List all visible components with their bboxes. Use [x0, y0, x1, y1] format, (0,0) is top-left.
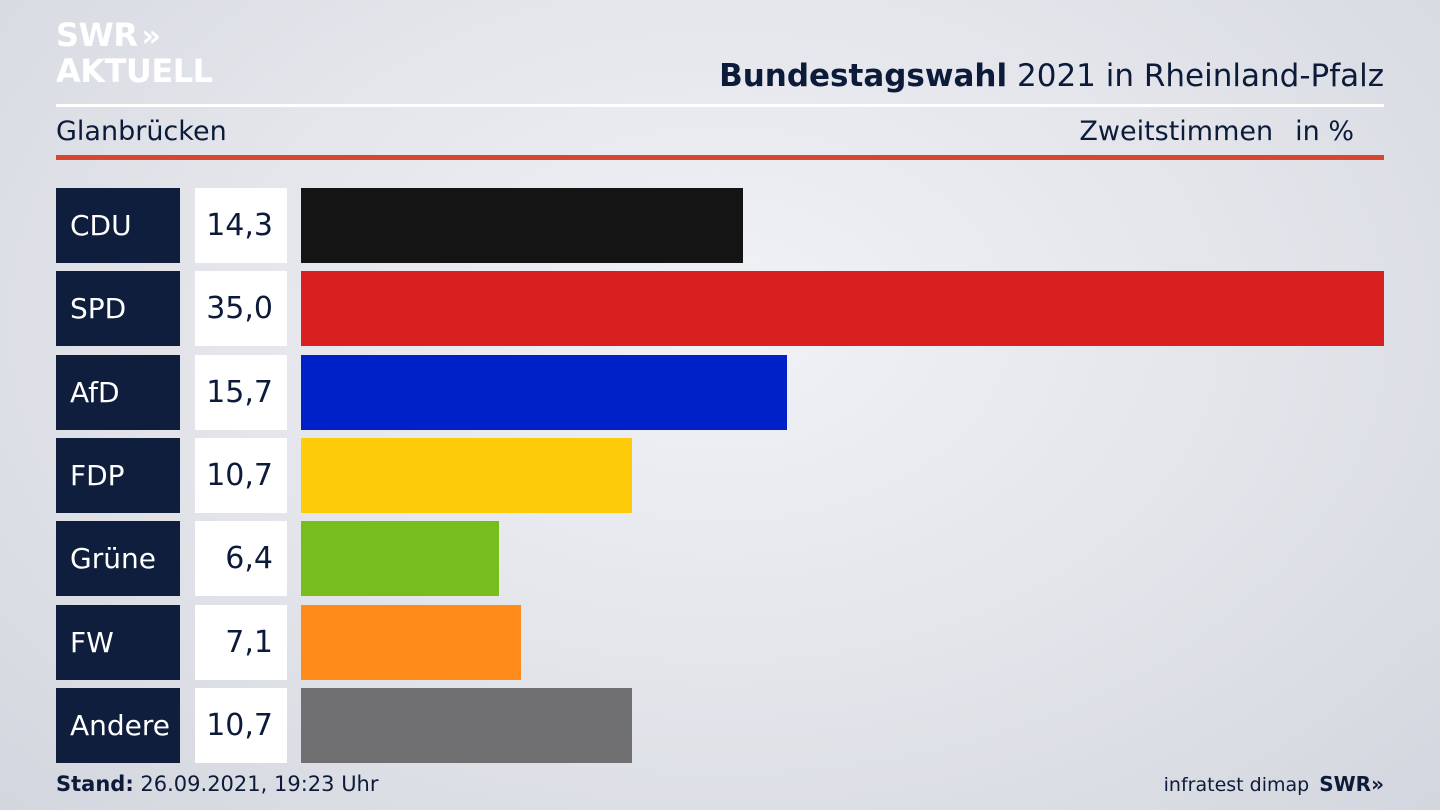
bar [301, 188, 743, 263]
bar [301, 354, 787, 430]
bar [301, 271, 1384, 347]
accent-divider [56, 155, 1384, 160]
bar [301, 437, 632, 513]
value-label: 10,7 [195, 437, 287, 513]
bar-row: FW 7,1 [56, 604, 1384, 680]
metric-label: Zweitstimmen in % [1079, 116, 1354, 147]
bar-row: Andere 10,7 [56, 687, 1384, 763]
party-label: FW [56, 604, 180, 680]
timestamp-value: 26.09.2021, 19:23 Uhr [140, 772, 379, 796]
region-label: Glanbrücken [56, 116, 227, 147]
chart-title-rest: 2021 in Rheinland-Pfalz [1017, 58, 1384, 94]
value-label: 15,7 [195, 354, 287, 430]
bar-row: Grüne 6,4 [56, 521, 1384, 597]
swr-aktuell-logo: SWR» AKTUELL [56, 16, 213, 90]
metric-name: Zweitstimmen [1079, 116, 1274, 147]
source-name: infratest dimap [1163, 774, 1310, 796]
bar [301, 604, 521, 680]
bar-row: CDU 14,3 [56, 188, 1384, 263]
party-label: CDU [56, 188, 180, 263]
header-divider [56, 104, 1384, 107]
party-label: Andere [56, 687, 180, 763]
party-label: SPD [56, 271, 180, 347]
metric-unit: in % [1295, 116, 1354, 147]
party-label: Grüne [56, 521, 180, 597]
chart-title: Bundestagswahl 2021 in Rheinland-Pfalz [719, 58, 1384, 94]
bar [301, 687, 632, 763]
bar-row: FDP 10,7 [56, 437, 1384, 513]
value-label: 10,7 [195, 687, 287, 763]
timestamp-label: Stand: [56, 772, 134, 796]
value-label: 6,4 [195, 521, 287, 597]
value-label: 35,0 [195, 271, 287, 347]
party-label: AfD [56, 354, 180, 430]
timestamp: Stand: 26.09.2021, 19:23 Uhr [56, 772, 379, 796]
chart-title-bold: Bundestagswahl [719, 58, 1008, 94]
bar-row: AfD 15,7 [56, 354, 1384, 430]
bar [301, 521, 499, 597]
source-credit: infratest dimap SWR» [1164, 772, 1384, 796]
bar-row: SPD 35,0 [56, 271, 1384, 347]
value-label: 7,1 [195, 604, 287, 680]
value-label: 14,3 [195, 188, 287, 263]
party-label: FDP [56, 437, 180, 513]
swr-footer-logo: SWR» [1319, 772, 1384, 796]
